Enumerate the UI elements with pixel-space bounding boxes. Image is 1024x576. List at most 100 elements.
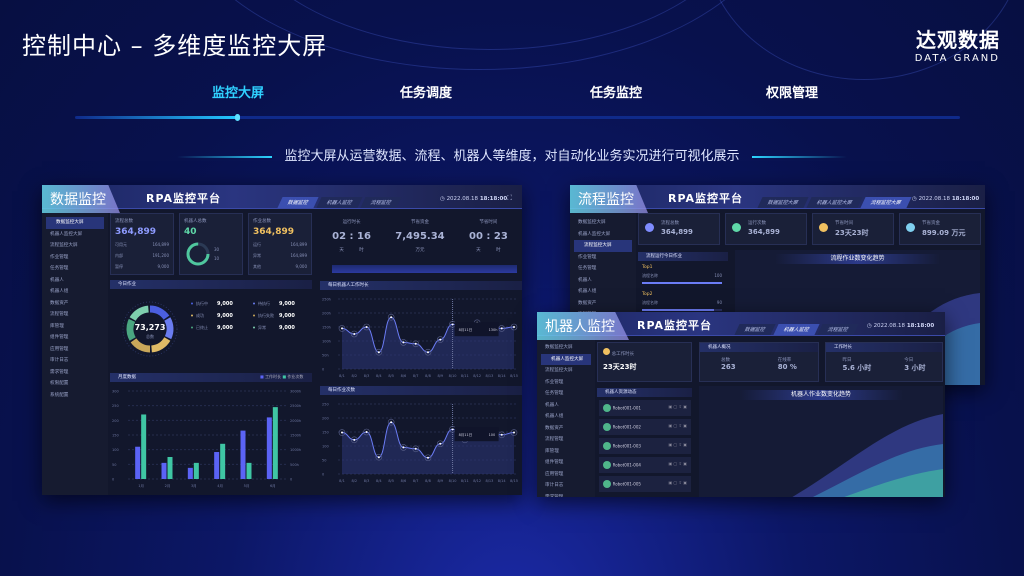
card-total-hours: 总工作时长 23天23时 — [597, 342, 692, 382]
robot-monitor-screenshot: RPA监控平台 数据监控 机器人监控 流程监控 ◷ 2022.08.18 18:… — [537, 312, 945, 497]
sidebar-item[interactable]: 流程监控大屏 — [545, 368, 573, 373]
nav-monitor[interactable]: 监控大屏 — [212, 86, 265, 101]
bar-counts — [246, 462, 252, 479]
tab-robot[interactable]: 机器人监控 — [316, 197, 363, 208]
section-monthly: 月度数据 — [110, 373, 312, 382]
sidebar-item[interactable]: 需求管理 — [50, 369, 69, 375]
fullscreen-icon[interactable]: ⛶ — [507, 194, 512, 202]
robot-list-item[interactable]: Robot001-005 ▣ ▢ ⇧ ▣ — [599, 476, 691, 492]
section-badge: 数据监控 — [42, 185, 120, 213]
sidebar-item[interactable]: 任务管理 — [545, 391, 564, 396]
data-point — [436, 440, 444, 448]
sidebar-item[interactable]: 数据资产 — [50, 300, 69, 306]
section-resources: 机器人资源动态 — [597, 388, 692, 397]
legend-label: 执行失败 — [258, 312, 274, 318]
bar-counts — [193, 462, 199, 479]
sidebar-item[interactable]: 任务管理 — [50, 266, 69, 271]
x-tick: 8/10 — [449, 479, 457, 483]
data-point — [412, 445, 420, 453]
section-robot-hours: 每日机器人工作时长 — [320, 281, 522, 290]
tab-flow[interactable]: 流程监控 — [360, 197, 402, 208]
sidebar-item[interactable]: 应用管理 — [545, 471, 564, 477]
sidebar-item[interactable]: 应用管理 — [50, 346, 69, 352]
tab-data[interactable]: 数据监控 — [277, 197, 319, 208]
bar-hours — [214, 452, 220, 479]
logo-cn: 达观数据 — [916, 28, 1000, 52]
robot-list-item[interactable]: Robot001-004 ▣ ▢ ⇧ ▣ — [599, 457, 691, 473]
card-row: 异常 164,899 — [253, 253, 307, 258]
tooltip-value: 130h — [489, 328, 498, 332]
tab-data[interactable]: 数据监控 — [734, 324, 776, 335]
nav-permission[interactable]: 权限管理 — [766, 86, 819, 101]
y-tick: 0 — [322, 473, 324, 477]
sidebar-item[interactable]: 数据监控大屏 — [578, 220, 606, 225]
tooltip — [454, 322, 499, 337]
sidebar-item[interactable]: 流程监控大屏 — [50, 243, 78, 248]
sidebar-item[interactable]: 数据资产 — [545, 425, 564, 431]
donut-slice — [151, 337, 171, 353]
robot-list-item[interactable]: Robot001-003 ▣ ▢ ⇧ ▣ — [599, 438, 691, 454]
sidebar-item[interactable]: 作业管理 — [545, 379, 564, 385]
sidebar-item[interactable]: 机器人 — [545, 402, 559, 408]
data-point — [350, 436, 358, 444]
sidebar-item[interactable]: 机器人监控大屏 — [50, 231, 83, 237]
nav-task-monitor[interactable]: 任务监控 — [590, 86, 643, 101]
nav-schedule[interactable]: 任务调度 — [400, 86, 453, 101]
sidebar-item[interactable]: 审计日志 — [545, 483, 564, 488]
sidebar-item[interactable]: 作业管理 — [50, 254, 69, 260]
tab-robot[interactable]: 机器人监控 — [773, 324, 820, 335]
stat-item: 节省时间 00 : 23 天 时 — [468, 220, 508, 253]
x-tick: 8/13 — [485, 479, 493, 483]
monthly-legend: ■ 工作时长 ■ 作业次数 — [260, 374, 304, 379]
sidebar-item[interactable]: 作业管理 — [578, 254, 597, 260]
x-tick: 8/8 — [425, 479, 431, 483]
sidebar-item[interactable]: 组件管理 — [50, 335, 69, 340]
sidebar-item[interactable]: 权限配置 — [50, 381, 69, 386]
tab-flow[interactable]: 流程监控大屏 — [860, 197, 912, 208]
robot-ring: 30 10 — [186, 242, 220, 266]
logo: 达观数据 DATA GRAND — [915, 24, 1000, 64]
sidebar-item[interactable]: 任务管理 — [578, 266, 597, 271]
nav-progress-line — [75, 114, 960, 121]
sidebar-item[interactable]: 组件管理 — [545, 460, 564, 465]
sidebar-item[interactable]: 机器人监控大屏 — [541, 353, 591, 365]
robot-list-item[interactable]: Robot001-001 ▣ ▢ ⇧ ▣ — [599, 400, 691, 416]
data-point — [350, 330, 358, 338]
sidebar-item[interactable]: 数据监控大屏 — [545, 345, 573, 350]
sidebar-item[interactable]: 流程管理 — [545, 437, 564, 442]
sidebar-item[interactable]: 库管理 — [545, 448, 559, 454]
sidebar-item[interactable]: 审计日志 — [50, 358, 69, 363]
y2-tick: 2000h — [290, 419, 301, 423]
sidebar-item[interactable]: 流程管理 — [50, 312, 69, 317]
data-point — [424, 454, 432, 462]
sidebar-item[interactable]: 需求管理 — [545, 494, 564, 498]
data-point — [498, 431, 506, 439]
flow-card: 节省资金 899.09 万元 — [899, 213, 981, 245]
sidebar-item[interactable]: 数据资产 — [578, 300, 597, 306]
legend-value: 9,000 — [217, 313, 233, 319]
sidebar-item[interactable]: 机器人 — [50, 277, 64, 283]
tab-robot[interactable]: 机器人监控大屏 — [806, 197, 863, 208]
sidebar-item[interactable]: 机器人监控大屏 — [578, 231, 611, 237]
y-tick: 150 — [322, 431, 329, 435]
area — [342, 422, 514, 474]
stat-item: 节省资金 7,495.34 万元 — [395, 220, 445, 253]
x-tick: 8/6 — [401, 374, 407, 378]
y-tick: 50 — [322, 459, 326, 463]
y-tick: 0 — [322, 368, 324, 372]
sidebar-item[interactable]: 数据监控大屏 — [46, 217, 104, 229]
x-tick: 8/9 — [437, 479, 443, 483]
sidebar-item[interactable]: 流程监控大屏 — [574, 240, 632, 252]
tab-flow[interactable]: 流程监控 — [817, 324, 859, 335]
sidebar-item[interactable]: 系统配置 — [50, 392, 69, 398]
robot-list-item[interactable]: Robot001-002 ▣ ▢ ⇧ ▣ — [599, 419, 691, 435]
sidebar-item[interactable]: 机器人组 — [50, 289, 69, 294]
tab-data[interactable]: 数据监控大屏 — [757, 197, 809, 208]
datetime: ◷ 2022.08.18 18:18:00 — [912, 196, 980, 202]
sidebar: 数据监控大屏机器人监控大屏流程监控大屏作业管理任务管理机器人机器人组数据资产流程… — [537, 336, 595, 497]
sidebar-item[interactable]: 机器人 — [578, 277, 592, 283]
x-tick: 8/3 — [364, 479, 370, 483]
sidebar-item[interactable]: 机器人组 — [578, 289, 597, 294]
sidebar-item[interactable]: 机器人组 — [545, 414, 564, 419]
sidebar-item[interactable]: 库管理 — [50, 323, 64, 329]
